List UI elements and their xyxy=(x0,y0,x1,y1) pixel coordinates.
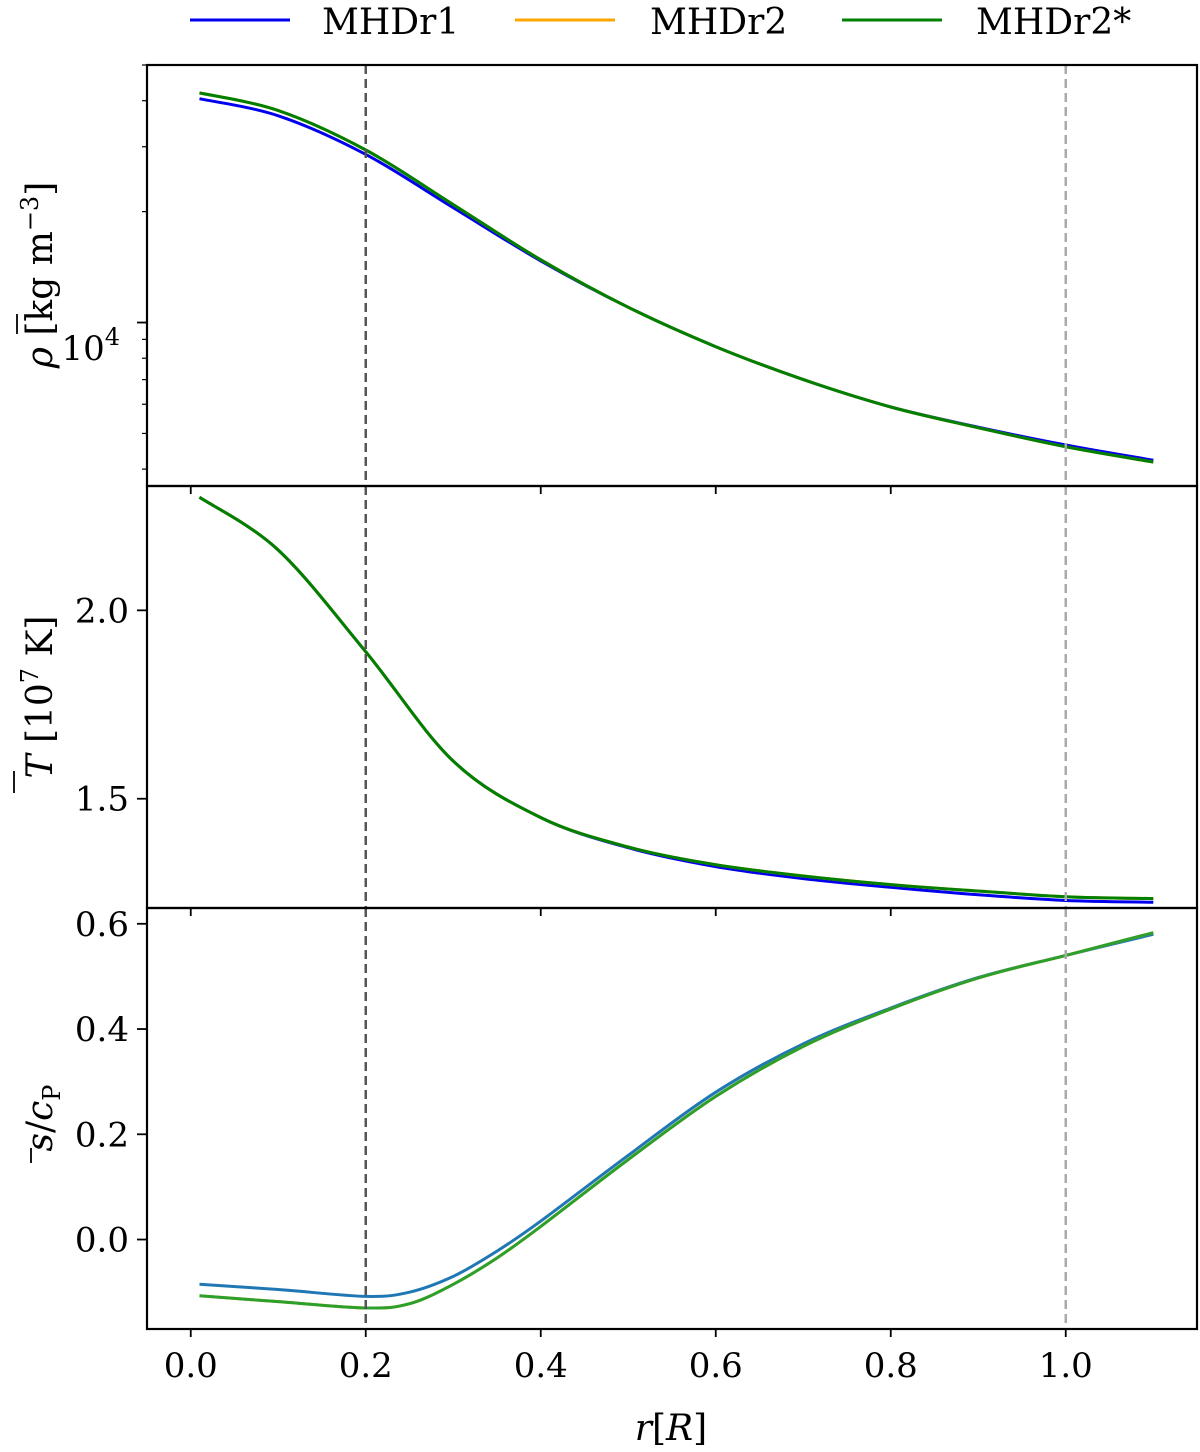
panel-temperature: 1.5 2.0 T [107 K] xyxy=(13,486,1154,916)
entropy-ytick-label-0-0: 0.0 xyxy=(75,1221,129,1261)
entropy-x-ticks xyxy=(189,1329,1067,1337)
entropy-vlines xyxy=(364,908,1067,1329)
temperature-series-mhdr1 xyxy=(198,496,1154,904)
density-axis-label: ρ [kg m−3] xyxy=(16,182,61,370)
legend: MHDr1 MHDr2 MHDr2* xyxy=(190,2,1131,43)
temperature-series-mhdr2-star xyxy=(198,496,1154,901)
density-y-ticks xyxy=(137,64,147,470)
density-series-mhdr2 xyxy=(199,91,1154,464)
xtick-label-1-0: 1.0 xyxy=(1039,1346,1093,1386)
temperature-x-ticks xyxy=(189,908,1067,916)
x-axis-label: r[R] xyxy=(635,1408,707,1449)
xtick-label-0-2: 0.2 xyxy=(339,1346,393,1386)
temperature-y-ticks xyxy=(137,609,147,800)
legend-label-mhdr2-star: MHDr2* xyxy=(976,2,1131,43)
temperature-series-mhdr2 xyxy=(198,496,1154,901)
legend-label-mhdr2: MHDr2 xyxy=(650,2,787,43)
entropy-ytick-label-0-6: 0.6 xyxy=(75,905,129,945)
temperature-frame xyxy=(145,484,1199,910)
entropy-curves xyxy=(199,931,1154,1310)
density-curves xyxy=(199,91,1154,464)
legend-label-mhdr1: MHDr1 xyxy=(322,2,459,43)
xtick-label-0-0: 0.0 xyxy=(164,1346,218,1386)
x-tick-labels: 0.0 0.2 0.4 0.6 0.8 1.0 xyxy=(164,1346,1093,1386)
temperature-curves xyxy=(198,496,1154,904)
entropy-axis-label: s/cP xyxy=(20,1085,66,1152)
density-ytick-label-1e4: 104 xyxy=(61,323,120,369)
panel-frames xyxy=(145,63,1199,1331)
density-x-ticks xyxy=(189,486,1067,494)
temperature-ytick-label-2-0: 2.0 xyxy=(75,591,129,631)
density-frame xyxy=(145,63,1199,488)
entropy-ytick-label-0-4: 0.4 xyxy=(75,1010,129,1050)
entropy-series-mhdr1 xyxy=(199,932,1154,1298)
xtick-label-0-8: 0.8 xyxy=(864,1346,918,1386)
entropy-frame xyxy=(145,906,1199,1331)
xtick-label-0-4: 0.4 xyxy=(514,1346,568,1386)
temperature-axis-label: T [107 K] xyxy=(16,616,61,779)
density-series-mhdr2-star xyxy=(199,91,1154,464)
entropy-y-ticks xyxy=(137,922,147,1241)
panel-entropy: 0.0 0.2 0.4 0.6 s/cP xyxy=(20,905,1154,1337)
entropy-ytick-label-0-2: 0.2 xyxy=(75,1115,129,1155)
xtick-label-0-6: 0.6 xyxy=(689,1346,743,1386)
temperature-vlines xyxy=(364,486,1067,908)
panel-density: 104 ρ [kg m−3] xyxy=(16,64,1154,494)
density-series-mhdr1 xyxy=(199,97,1154,462)
density-vlines xyxy=(364,65,1067,486)
entropy-series-mhdr2-star xyxy=(199,931,1154,1310)
temperature-ytick-label-1-5: 1.5 xyxy=(75,780,129,820)
